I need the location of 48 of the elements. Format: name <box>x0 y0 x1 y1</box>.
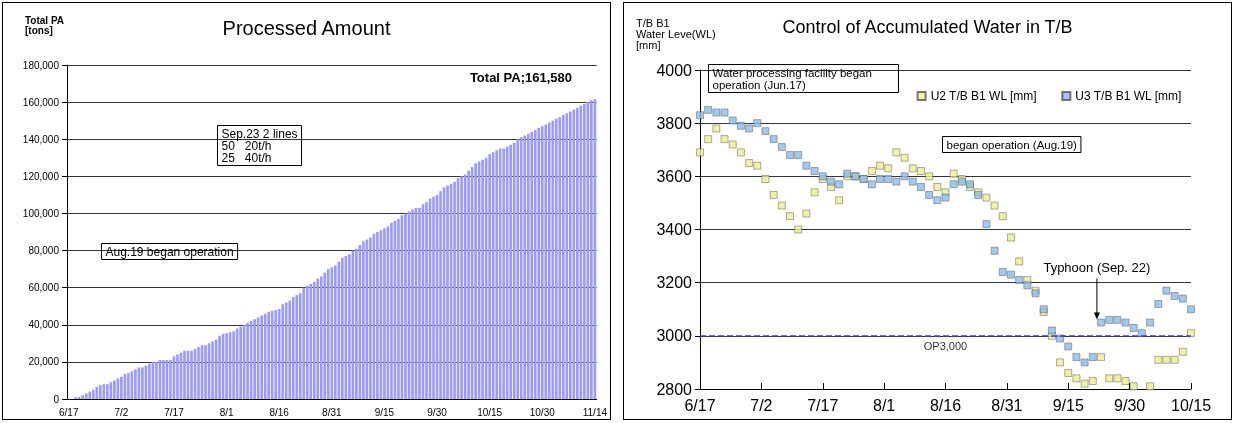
x-tick-label: 6/17 <box>684 396 716 414</box>
y-tick-label: 40,000 <box>28 319 60 331</box>
ref-line-label: OP3,000 <box>923 340 968 353</box>
annotation: Sep.23 2 lines 50 20t/h 25 40t/h <box>221 126 298 165</box>
chart-title: Processed Amount <box>222 17 391 39</box>
y-tick-label: 20,000 <box>28 356 60 368</box>
x-tick-label: 11/14 <box>582 406 608 418</box>
x-tick-label: 8/16 <box>929 396 962 414</box>
legend-label: U2 T/B B1 WL [mm] <box>930 89 1037 103</box>
y-tick-label: 160,000 <box>22 96 60 108</box>
legend-label: U3 T/B B1 WL [mm] <box>1075 89 1182 103</box>
x-tick-label: 9/30 <box>1114 396 1146 414</box>
x-tick-label: 8/31 <box>991 396 1023 414</box>
x-tick-label: 9/30 <box>427 406 448 418</box>
x-tick-label: 6/17 <box>59 406 79 418</box>
x-tick-label: 7/2 <box>750 396 773 414</box>
annotation: Total PA;161,580 <box>469 70 573 85</box>
y-tick-label: 2800 <box>656 380 693 398</box>
x-tick-label: 10/15 <box>1170 396 1212 414</box>
y-tick-label: 140,000 <box>22 133 60 145</box>
y-tick-label: 3200 <box>656 274 693 292</box>
y-axis-title: Total PA [tons] <box>25 14 65 36</box>
y-tick-label: 3800 <box>656 114 693 132</box>
x-tick-label: 10/30 <box>529 406 556 418</box>
x-tick-label: 9/15 <box>1052 396 1084 414</box>
y-tick-label: 60,000 <box>28 282 60 294</box>
x-tick-label: 8/16 <box>269 406 290 418</box>
chart-title: Control of Accumulated Water in T/B <box>782 17 1073 37</box>
x-tick-label: 8/31 <box>322 406 342 418</box>
y-tick-label: 3000 <box>656 327 693 345</box>
y-tick-label: 100,000 <box>22 207 60 219</box>
x-tick-label: 7/2 <box>114 406 129 418</box>
x-tick-label: 7/17 <box>164 406 185 418</box>
y-tick-label: 180,000 <box>22 59 60 71</box>
x-tick-label: 9/15 <box>374 406 395 418</box>
y-tick-label: 120,000 <box>22 170 60 182</box>
annotation: began operation (Aug.19) <box>946 138 1078 151</box>
x-tick-label: 8/1 <box>873 396 896 414</box>
y-axis-title: T/B B1 Water Leve(WL) [mm] <box>636 16 716 51</box>
x-tick-label: 7/17 <box>807 396 839 414</box>
y-tick-label: 0 <box>53 393 60 405</box>
y-tick-label: 4000 <box>656 61 693 79</box>
annotation: Typhoon (Sep. 22) <box>1043 259 1151 275</box>
x-tick-label: 10/15 <box>477 406 503 418</box>
y-tick-label: 80,000 <box>28 245 60 257</box>
y-tick-label: 3400 <box>656 221 693 238</box>
y-tick-label: 3600 <box>656 167 693 185</box>
x-tick-label: 8/1 <box>219 406 234 418</box>
